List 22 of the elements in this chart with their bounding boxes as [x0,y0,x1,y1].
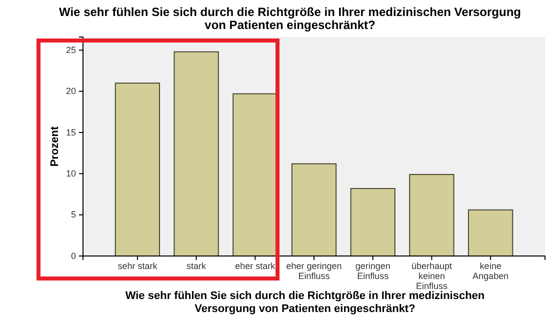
x-tick-label: stark [186,261,207,271]
bar [291,163,337,256]
y-axis-title: Prozent [49,126,61,167]
y-tick-label: 5 [70,210,76,220]
bar [409,174,454,256]
x-tick-label: geringen Einfluss [355,261,390,281]
y-tick-label: 0 [70,250,76,261]
y-tick-label: 15 [66,127,76,138]
y-tick-label: 25 [66,45,76,56]
bar [174,51,219,256]
y-tick-label: 10 [66,168,76,179]
bar [350,188,396,256]
x-tick-label: überhaupt keinen Einfluss [411,261,452,291]
chart-title: Wie sehr fühlen Sie sich durch die Richtgröße in Ihrer medizinischen Versorgung von Patienten eingeschränkt? [59,5,521,32]
x-tick-label: keine Angaben [472,261,509,281]
x-tick-label: eher stark [235,261,276,271]
x-axis-title: Wie sehr fühlen Sie sich durch die Richtgröße in Ihrer medizinischen Versorgung von Patienten eingeschränkt? [125,290,485,315]
x-tick-label: eher geringen Einfluss [286,261,342,281]
bar [114,82,160,256]
y-tick-label: 20 [66,86,76,96]
bar [468,209,514,256]
x-tick-label: sehr stark [118,261,158,271]
